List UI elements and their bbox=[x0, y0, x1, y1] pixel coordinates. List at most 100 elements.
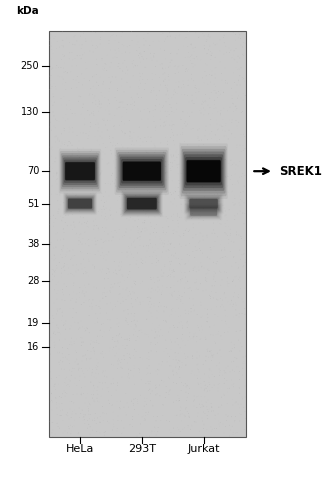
Point bbox=[49, 51, 54, 59]
Point bbox=[164, 90, 169, 98]
Point bbox=[181, 44, 187, 52]
Point bbox=[130, 183, 135, 191]
Point bbox=[75, 144, 80, 152]
Point bbox=[212, 101, 217, 109]
Point bbox=[89, 391, 94, 399]
Point bbox=[196, 136, 202, 144]
Point bbox=[117, 98, 122, 106]
Point bbox=[178, 276, 183, 284]
Point bbox=[222, 31, 227, 39]
Point bbox=[67, 187, 72, 195]
Point bbox=[92, 263, 97, 271]
Point bbox=[227, 422, 232, 430]
Point bbox=[213, 82, 218, 91]
Point bbox=[224, 377, 229, 385]
Point bbox=[67, 55, 72, 63]
Point bbox=[99, 320, 104, 328]
Point bbox=[185, 393, 190, 401]
Point bbox=[241, 146, 246, 154]
Point bbox=[148, 276, 154, 284]
Point bbox=[56, 289, 62, 297]
Point bbox=[225, 388, 230, 396]
Point bbox=[60, 28, 65, 36]
Point bbox=[159, 141, 164, 149]
Point bbox=[85, 217, 90, 225]
Point bbox=[83, 85, 88, 93]
Point bbox=[151, 53, 156, 61]
Point bbox=[174, 202, 179, 210]
Point bbox=[103, 428, 108, 436]
Point bbox=[161, 416, 166, 425]
Point bbox=[181, 382, 186, 390]
Point bbox=[225, 172, 230, 180]
Point bbox=[98, 100, 104, 108]
Point bbox=[159, 76, 165, 85]
Point bbox=[115, 297, 120, 305]
Point bbox=[136, 208, 141, 216]
Point bbox=[89, 210, 94, 218]
Point bbox=[68, 219, 74, 227]
Point bbox=[204, 231, 210, 239]
Point bbox=[197, 427, 202, 435]
Point bbox=[165, 273, 170, 281]
Point bbox=[242, 310, 248, 318]
Point bbox=[118, 36, 123, 44]
Point bbox=[60, 73, 65, 81]
Point bbox=[76, 78, 81, 87]
Point bbox=[176, 356, 181, 364]
Point bbox=[192, 371, 197, 379]
Point bbox=[162, 118, 168, 126]
Point bbox=[238, 34, 243, 42]
Point bbox=[185, 353, 191, 361]
Point bbox=[116, 322, 121, 330]
Point bbox=[130, 145, 135, 153]
Point bbox=[115, 427, 120, 435]
Point bbox=[218, 220, 224, 228]
Point bbox=[185, 319, 191, 327]
Point bbox=[117, 121, 122, 129]
Point bbox=[205, 101, 210, 109]
Point bbox=[141, 41, 146, 49]
Point bbox=[172, 287, 177, 295]
Point bbox=[208, 248, 214, 257]
Point bbox=[204, 411, 210, 420]
Point bbox=[180, 201, 185, 209]
Point bbox=[228, 347, 234, 355]
Point bbox=[161, 378, 167, 386]
Point bbox=[121, 424, 126, 432]
Point bbox=[187, 333, 192, 341]
Point bbox=[127, 244, 132, 253]
Point bbox=[141, 55, 146, 63]
Point bbox=[61, 225, 66, 233]
Point bbox=[57, 336, 62, 344]
Point bbox=[182, 152, 187, 160]
Point bbox=[163, 107, 168, 115]
Point bbox=[64, 411, 69, 419]
Point bbox=[234, 272, 239, 280]
Point bbox=[156, 321, 162, 329]
Point bbox=[78, 260, 84, 268]
FancyBboxPatch shape bbox=[182, 149, 226, 194]
Point bbox=[227, 379, 233, 387]
Point bbox=[137, 224, 142, 232]
Point bbox=[63, 191, 68, 199]
Point bbox=[198, 298, 203, 306]
Point bbox=[48, 313, 53, 321]
Point bbox=[48, 75, 53, 83]
Point bbox=[171, 378, 176, 386]
Point bbox=[127, 354, 132, 362]
Point bbox=[163, 336, 168, 344]
Point bbox=[147, 174, 153, 182]
Point bbox=[158, 107, 163, 115]
Point bbox=[88, 423, 93, 431]
Point bbox=[206, 372, 211, 380]
Point bbox=[190, 78, 195, 86]
Point bbox=[144, 148, 149, 156]
Point bbox=[82, 290, 87, 298]
Point bbox=[50, 146, 55, 154]
Point bbox=[237, 409, 242, 417]
Point bbox=[125, 66, 131, 74]
Point bbox=[119, 363, 124, 371]
Point bbox=[222, 39, 227, 47]
Point bbox=[210, 285, 215, 293]
